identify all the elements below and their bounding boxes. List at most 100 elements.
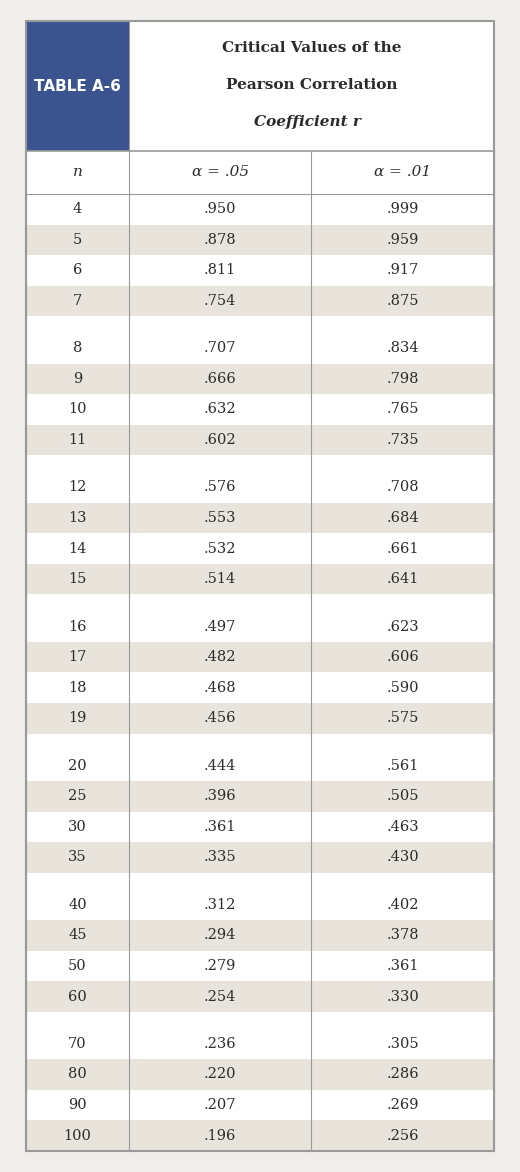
Text: 40: 40: [68, 898, 87, 912]
Bar: [26, 703, 494, 734]
Bar: [26, 472, 494, 503]
Text: .735: .735: [386, 434, 419, 447]
Bar: [26, 225, 494, 255]
Text: 11: 11: [68, 434, 87, 447]
Text: .623: .623: [386, 620, 419, 634]
Text: .396: .396: [204, 789, 237, 803]
Text: α = .05: α = .05: [192, 165, 249, 179]
Text: .444: .444: [204, 758, 237, 772]
Text: 7: 7: [73, 294, 82, 308]
Bar: [26, 673, 494, 703]
Bar: [26, 21, 494, 1151]
Text: .875: .875: [386, 294, 419, 308]
Bar: [26, 1090, 494, 1120]
Text: 8: 8: [73, 341, 82, 355]
Bar: [26, 612, 494, 642]
Text: 13: 13: [68, 511, 87, 525]
Text: .661: .661: [386, 541, 419, 556]
Text: .269: .269: [386, 1098, 419, 1112]
Bar: [26, 981, 494, 1011]
Text: .305: .305: [386, 1037, 419, 1051]
Bar: [26, 151, 494, 193]
Text: .279: .279: [204, 959, 237, 973]
Text: 25: 25: [68, 789, 87, 803]
Bar: [26, 394, 494, 424]
Text: .641: .641: [386, 572, 419, 586]
Text: 10: 10: [68, 402, 87, 416]
Text: .330: .330: [386, 989, 419, 1003]
Bar: [26, 286, 494, 316]
Text: .286: .286: [386, 1068, 419, 1082]
Text: .505: .505: [386, 789, 419, 803]
Text: α = .01: α = .01: [374, 165, 431, 179]
Text: .256: .256: [386, 1129, 419, 1143]
Text: .312: .312: [204, 898, 237, 912]
Text: .917: .917: [386, 264, 419, 278]
Text: .430: .430: [386, 851, 419, 865]
Bar: [26, 255, 494, 286]
Bar: [26, 1029, 494, 1059]
Text: Critical Values of the: Critical Values of the: [222, 41, 401, 55]
Bar: [26, 533, 494, 564]
Text: .950: .950: [204, 203, 237, 217]
Text: 60: 60: [68, 989, 87, 1003]
Text: 12: 12: [68, 481, 87, 495]
Bar: [26, 920, 494, 950]
Bar: [26, 333, 494, 363]
Text: .254: .254: [204, 989, 237, 1003]
Text: 19: 19: [68, 711, 87, 725]
Text: .196: .196: [204, 1129, 237, 1143]
Bar: [26, 424, 494, 456]
Text: .207: .207: [204, 1098, 237, 1112]
Text: 17: 17: [68, 650, 87, 665]
Text: .463: .463: [386, 820, 419, 833]
Text: .707: .707: [204, 341, 237, 355]
Bar: [129, 21, 494, 151]
Bar: [26, 843, 494, 873]
Bar: [26, 890, 494, 920]
Text: 80: 80: [68, 1068, 87, 1082]
Text: .834: .834: [386, 341, 419, 355]
Text: .514: .514: [204, 572, 237, 586]
Text: .754: .754: [204, 294, 237, 308]
Text: TABLE A-6: TABLE A-6: [34, 79, 121, 94]
Text: .468: .468: [204, 681, 237, 695]
Bar: [26, 811, 494, 843]
Text: .236: .236: [204, 1037, 237, 1051]
Text: .456: .456: [204, 711, 237, 725]
Text: .602: .602: [204, 434, 237, 447]
Text: n: n: [73, 165, 82, 179]
Text: .220: .220: [204, 1068, 237, 1082]
Text: Coefficient r: Coefficient r: [254, 115, 361, 129]
Bar: [26, 21, 494, 1151]
Text: .482: .482: [204, 650, 237, 665]
Text: Pearson Correlation: Pearson Correlation: [226, 79, 397, 93]
Text: 50: 50: [68, 959, 87, 973]
Bar: [26, 642, 494, 673]
Text: .708: .708: [386, 481, 419, 495]
Text: 9: 9: [73, 372, 82, 386]
Text: 20: 20: [68, 758, 87, 772]
Text: .765: .765: [386, 402, 419, 416]
Text: .666: .666: [204, 372, 237, 386]
Bar: [26, 1059, 494, 1090]
Bar: [26, 750, 494, 781]
Text: .811: .811: [204, 264, 237, 278]
Text: .335: .335: [204, 851, 237, 865]
Text: 15: 15: [68, 572, 87, 586]
Text: .402: .402: [386, 898, 419, 912]
Text: .378: .378: [386, 928, 419, 942]
Text: .576: .576: [204, 481, 237, 495]
Text: 14: 14: [68, 541, 87, 556]
Text: .632: .632: [204, 402, 237, 416]
Text: 90: 90: [68, 1098, 87, 1112]
Bar: [26, 950, 494, 981]
Text: 100: 100: [63, 1129, 92, 1143]
Text: 45: 45: [68, 928, 87, 942]
Text: 5: 5: [73, 233, 82, 247]
Bar: [26, 1120, 494, 1151]
Text: .532: .532: [204, 541, 237, 556]
Text: .361: .361: [386, 959, 419, 973]
Text: .878: .878: [204, 233, 237, 247]
Text: .294: .294: [204, 928, 237, 942]
